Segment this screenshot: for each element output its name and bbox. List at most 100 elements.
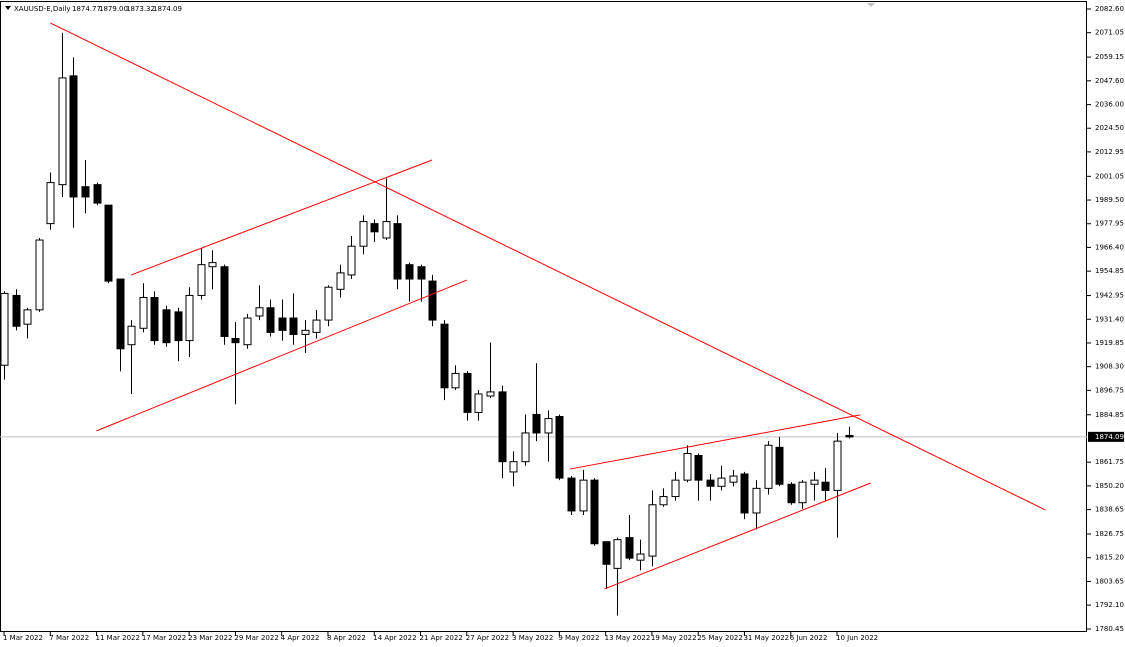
candle-body: [451, 372, 460, 389]
candle-body: [23, 309, 32, 325]
candle-body: [185, 294, 194, 342]
x-tick-label: 19 May 2022: [651, 634, 697, 642]
candle-body: [787, 483, 796, 504]
candle-body: [93, 184, 102, 204]
x-tick-label: 17 Mar 2022: [142, 634, 186, 642]
candle-body: [174, 311, 183, 342]
candle-body: [706, 479, 715, 487]
candle-body: [12, 294, 21, 327]
y-tick-label: 1838.65: [1095, 506, 1124, 514]
x-tick-label: 10 Jun 2022: [836, 634, 878, 642]
candle-body: [764, 444, 773, 489]
candle-body: [648, 504, 657, 557]
candle-body: [324, 286, 333, 321]
current-price-tag: [1088, 431, 1124, 442]
x-tick-label: 1 Mar 2022: [3, 634, 43, 642]
y-tick-label: 1803.65: [1095, 577, 1124, 585]
y-tick-label: 2071.05: [1095, 29, 1124, 37]
candle-body: [231, 338, 240, 344]
ohlc-close: 1874.09: [153, 5, 182, 13]
y-tick-label: 1884.85: [1095, 411, 1124, 419]
candle-body: [150, 297, 159, 342]
candle-body: [544, 418, 553, 434]
x-tick-label: 7 Mar 2022: [49, 634, 89, 642]
x-tick-label: 3 May 2022: [512, 634, 553, 642]
candle-body: [752, 487, 761, 514]
y-tick-label: 1861.75: [1095, 458, 1124, 466]
candle-body: [567, 477, 576, 512]
y-tick-label: 2012.95: [1095, 148, 1124, 156]
candle-body: [278, 317, 287, 331]
candle-body: [845, 434, 854, 438]
candle-body: [613, 539, 622, 569]
x-tick-label: 29 Mar 2022: [234, 634, 278, 642]
candle-body: [810, 479, 819, 485]
candle-body: [683, 452, 692, 481]
candle-body: [336, 272, 345, 290]
x-tick-label: 23 Mar 2022: [188, 634, 232, 642]
x-tick-label: 4 Apr 2022: [281, 634, 320, 642]
candle-body: [370, 223, 379, 233]
x-tick-label: 31 May 2022: [743, 634, 789, 642]
trendline: [96, 279, 467, 432]
candle-body: [255, 307, 264, 317]
candle-body: [347, 245, 356, 276]
trendline: [569, 414, 861, 470]
y-tick-label: 1826.75: [1095, 530, 1124, 538]
ohlc-high: 1879.00: [99, 5, 128, 13]
y-tick-label: 1977.95: [1095, 220, 1124, 228]
candle-body: [312, 319, 321, 333]
candle-body: [359, 221, 368, 247]
candle-body: [555, 416, 564, 479]
trendline: [604, 482, 871, 590]
header: XAUUSD-E,Daily 1874.77 1879.00 1873.32 1…: [5, 5, 182, 13]
candle-body: [463, 372, 472, 413]
x-tick-label: 6 Jun 2022: [790, 634, 828, 642]
candle-body: [382, 221, 391, 239]
y-tick-label: 1908.30: [1095, 363, 1124, 371]
candle-body: [740, 473, 749, 514]
y-tick-label: 2024.50: [1095, 124, 1124, 132]
current-price-label: 1874.09: [1095, 433, 1124, 441]
candle-body: [671, 479, 680, 498]
candle-body: [81, 186, 90, 198]
candle-body: [243, 317, 252, 346]
y-tick-label: 1954.85: [1095, 267, 1124, 275]
candle-body: [602, 541, 611, 565]
x-tick-label: 25 May 2022: [697, 634, 743, 642]
candle-body: [521, 432, 530, 463]
candle-body: [220, 266, 229, 337]
candle-body: [127, 325, 136, 346]
candle-body: [717, 477, 726, 487]
candle-body: [69, 75, 78, 198]
candle-body: [197, 264, 206, 296]
candle-body: [821, 481, 830, 491]
candle-body: [208, 262, 217, 268]
candle-body: [694, 455, 703, 481]
y-tick-label: 2082.60: [1095, 5, 1124, 13]
trendline: [50, 22, 1046, 511]
x-tick-label: 27 Apr 2022: [466, 634, 509, 642]
y-tick-label: 1850.20: [1095, 482, 1124, 490]
candle-body: [116, 278, 125, 350]
candle-body: [798, 481, 807, 504]
y-tick-label: 2047.60: [1095, 77, 1124, 85]
candle-body: [498, 391, 507, 463]
candle-body: [46, 182, 55, 225]
candle-body: [579, 479, 588, 512]
y-tick-label: 2036.00: [1095, 101, 1124, 109]
y-tick-label: 2059.15: [1095, 53, 1124, 61]
ohlc-open: 1874.77: [72, 5, 101, 13]
candle-body: [486, 391, 495, 397]
y-tick-label: 1919.85: [1095, 339, 1124, 347]
y-tick-label: 1815.20: [1095, 554, 1124, 562]
candle-body: [301, 329, 310, 335]
candle-body: [532, 413, 541, 434]
candle-body: [405, 264, 414, 280]
candle-body: [729, 475, 738, 483]
y-tick-label: 1896.75: [1095, 386, 1124, 394]
y-tick-label: 1942.95: [1095, 292, 1124, 300]
candle-body: [636, 553, 645, 561]
y-tick-label: 1931.40: [1095, 315, 1124, 323]
candle-body: [590, 479, 599, 545]
